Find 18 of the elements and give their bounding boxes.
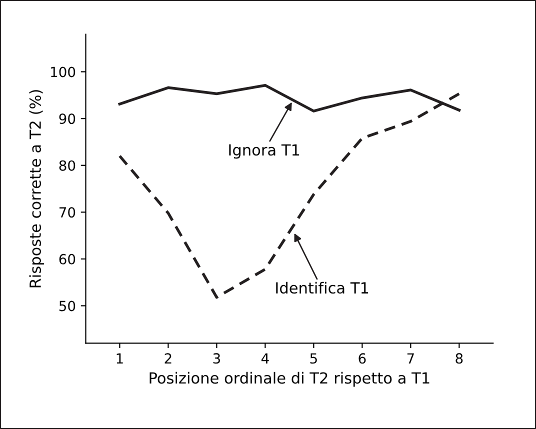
y-tick-label: 90 — [59, 114, 76, 124]
x-tick-label: 4 — [261, 353, 269, 364]
annotation: Ignora T1 — [229, 144, 300, 159]
y-tick-label: 60 — [59, 254, 76, 264]
x-tick-label: 1 — [116, 353, 123, 364]
x-tick-label: 7 — [407, 353, 414, 364]
y-tick-label: 80 — [59, 160, 76, 171]
annotation: Identifica T1 — [276, 282, 368, 294]
x-tick-label: 2 — [164, 353, 172, 364]
x-tick-label: 5 — [310, 353, 317, 364]
y-axis-title: Risposte corrette a T2 (%) — [29, 90, 44, 288]
y-tick-label: 100 — [51, 66, 76, 78]
x-tick-label: 3 — [213, 353, 220, 364]
x-tick-label: 8 — [456, 353, 463, 364]
x-tick-label: 6 — [358, 353, 366, 364]
x-axis-title: Posizione ordinale di T2 rispetto a T1 — [150, 372, 430, 387]
y-tick-label: 70 — [60, 207, 76, 218]
y-tick-label: 50 — [59, 300, 76, 312]
